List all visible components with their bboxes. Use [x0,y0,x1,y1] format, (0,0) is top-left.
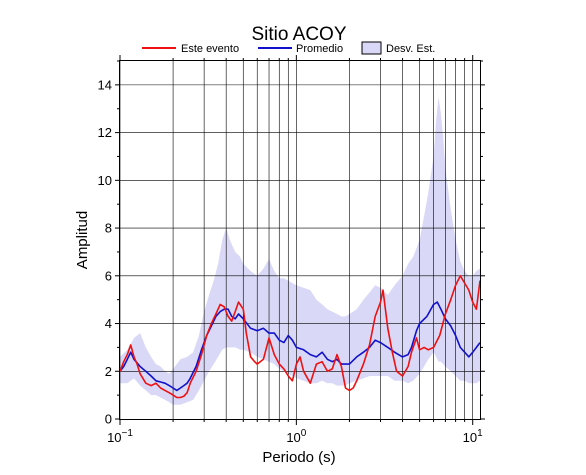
y-tick-label: 8 [105,221,112,236]
series-event-line [119,274,481,399]
x-tick-label: 100 [286,428,306,445]
chart-title: Sitio ACOY [251,24,346,45]
x-tick-label-base: 10 [107,430,121,445]
x-tick-label-exponent: 1 [477,428,483,439]
y-tick-label: 14 [98,77,112,92]
series-mean-line [119,301,481,392]
y-tick-label: 2 [105,364,112,379]
y-tick-label: 6 [105,268,112,283]
x-tick-label-base: 10 [286,430,300,445]
y-tick-label: 0 [105,412,112,427]
x-tick-label: 10−1 [107,428,133,445]
y-axis-label: Amplitud [74,211,91,269]
legend-std-label: Desv. Est. [386,43,435,55]
x-tick-label-base: 10 [463,430,477,445]
legend-std-swatch [361,41,382,55]
series-layer [119,274,481,399]
legend-mean-label: Promedio [296,43,343,55]
grid-layer [119,61,480,419]
y-tick-label: 12 [98,125,112,140]
y-tick-label: 4 [105,316,112,331]
legend: Este evento Promedio Desv. Est. [142,41,435,55]
x-tick-label-exponent: −1 [122,428,134,439]
x-axis-label: Periodo (s) [262,449,335,466]
legend-event-label: Este evento [181,43,239,55]
x-tick-label: 101 [463,428,483,445]
plot-frame [119,60,481,420]
x-tick-label-exponent: 0 [301,428,307,439]
y-tick-label: 10 [98,173,112,188]
